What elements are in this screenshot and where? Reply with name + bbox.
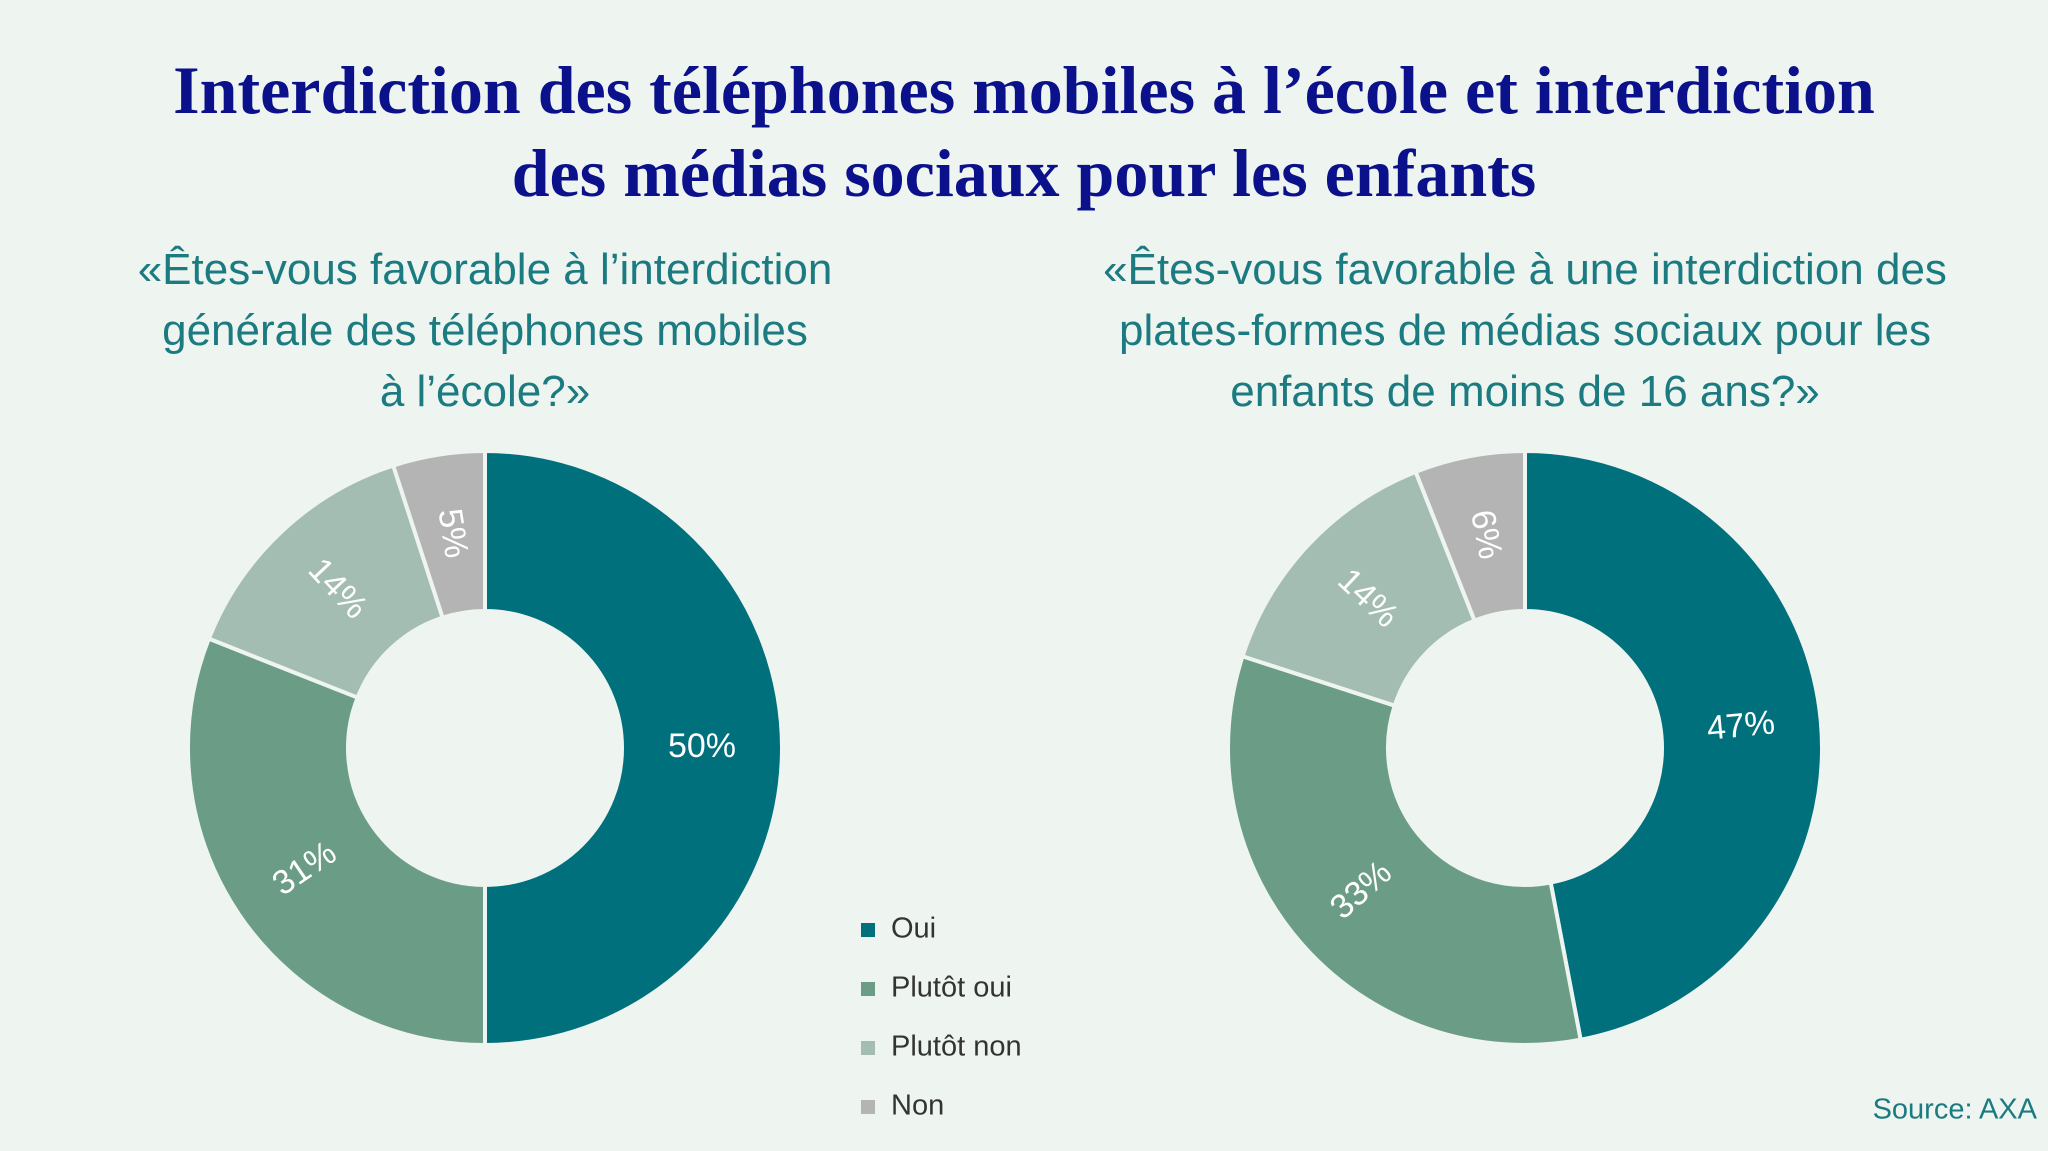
chart-subtitle: enfants de moins de 16 ans?» <box>1230 367 1820 416</box>
chart-subtitle: à l’école?» <box>380 367 590 416</box>
legend-swatch <box>861 923 875 937</box>
legend-label: Plutôt oui <box>891 972 1012 1004</box>
donut-slice <box>186 636 487 1048</box>
legend-label: Oui <box>891 913 936 945</box>
value-label: 6% <box>1463 507 1510 562</box>
source: Source: AXA <box>1873 1094 2038 1126</box>
chart-subtitle: générale des téléphones mobiles <box>162 306 808 355</box>
title-line: Interdiction des téléphones mobiles à l’… <box>173 52 1875 128</box>
legend-label: Plutôt non <box>891 1031 1022 1063</box>
legend-swatch <box>861 1041 875 1055</box>
chart-subtitle: «Êtes-vous favorable à l’interdiction <box>138 245 833 294</box>
donut-slice <box>390 448 487 621</box>
donut-slice <box>483 448 784 1048</box>
legend-label: Non <box>891 1090 944 1122</box>
donut-slice <box>1523 448 1825 1043</box>
value-label: 5% <box>430 506 475 560</box>
donut-slice <box>206 463 446 701</box>
legend-swatch <box>861 1100 875 1114</box>
value-label: 50% <box>668 727 736 765</box>
legend-swatch <box>861 982 875 996</box>
value-label: 47% <box>1705 703 1776 747</box>
donut-slice <box>1413 448 1527 624</box>
donut-slice <box>1240 469 1478 709</box>
chart-subtitle: «Êtes-vous favorable à une interdiction … <box>1103 245 1947 294</box>
chart-subtitle: plates-formes de médias sociaux pour les <box>1119 306 1931 355</box>
title-line: des médias sociaux pour les enfants <box>512 135 1537 211</box>
donut-slice <box>1226 653 1583 1047</box>
